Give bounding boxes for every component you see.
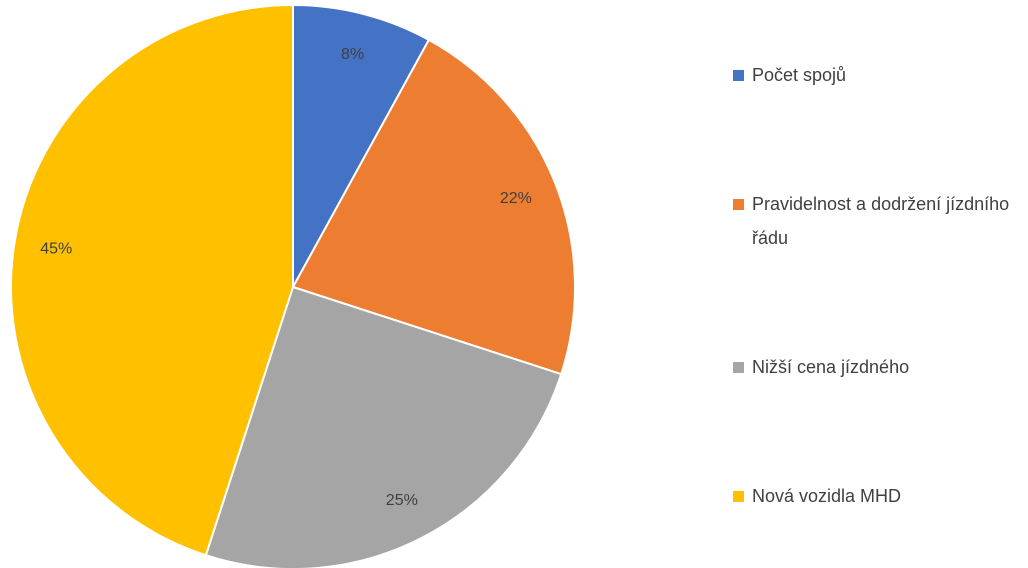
data-label: 8% <box>341 46 364 63</box>
legend-item: Nová vozidla MHD <box>733 479 1023 513</box>
legend-item: Počet spojů <box>733 58 1023 92</box>
pie-area: 8% 22% 25% 45% <box>10 3 576 568</box>
pie-slice <box>10 3 294 557</box>
legend-item: Nižší cena jízdného <box>733 350 1023 384</box>
legend: Počet spojů Pravidelnost a dodržení jízdn… <box>733 10 1023 560</box>
data-label: 45% <box>40 241 72 258</box>
pie-slice <box>204 285 563 568</box>
legend-swatch <box>733 361 744 373</box>
legend-swatch <box>733 198 744 210</box>
legend-swatch <box>733 69 744 81</box>
pie-slice <box>291 38 576 376</box>
data-label: 25% <box>386 492 418 509</box>
legend-label: Nová vozidla MHD <box>752 485 902 506</box>
legend-label: Pravidelnost a dodržení jízdního řádu <box>752 193 1010 248</box>
pie-slice <box>292 3 431 288</box>
legend-item: Pravidelnost a dodržení jízdního řádu <box>733 187 1023 255</box>
data-label: 22% <box>500 190 532 207</box>
legend-swatch <box>733 490 744 502</box>
legend-label: Nižší cena jízdného <box>752 356 910 377</box>
legend-label: Počet spojů <box>752 64 847 85</box>
